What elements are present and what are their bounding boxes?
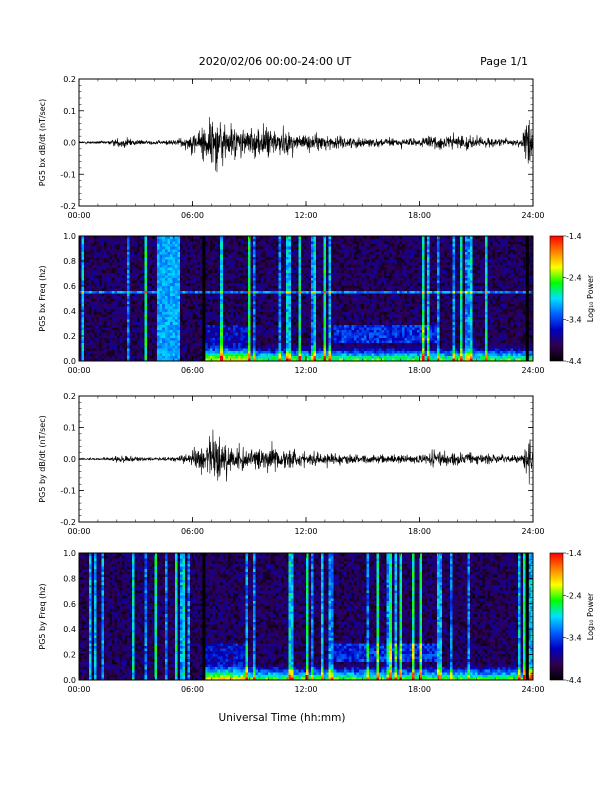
panels-group: 0.20.10.0-0.1-0.200:00 06:00 12:00 18:00 24:… bbox=[38, 75, 595, 694]
x-tick-label: 00:00 bbox=[67, 211, 90, 220]
x-tick-label: 12:00 bbox=[294, 366, 317, 375]
x-tick-label: 00:00 bbox=[67, 527, 90, 536]
x-tick-label: 06:00 bbox=[181, 211, 204, 220]
x-tick-label: 24:00 bbox=[521, 685, 544, 694]
colorbar: -1.4 -2.4 -3.4 -4.4 Log₁₀ Power bbox=[549, 549, 595, 685]
x-tick-label: 00:00 bbox=[67, 685, 90, 694]
colorbar-tick-label: -3.4 bbox=[566, 634, 582, 643]
figure-title: 2020/02/06 00:00-24:00 UT bbox=[199, 55, 352, 68]
y-tick-label: 0.1 bbox=[63, 424, 76, 433]
page-indicator: Page 1/1 bbox=[480, 55, 528, 68]
series-line bbox=[79, 429, 533, 485]
y-tick-label: -0.2 bbox=[60, 202, 76, 211]
panel-4: -1.4 -2.4 -3.4 -4.4 Log₁₀ Power 1.0 0.8 0.6 0.4 0… bbox=[38, 549, 595, 694]
y-tick-label: 0.6 bbox=[63, 600, 76, 609]
y-tick-label: 0.0 bbox=[63, 676, 76, 685]
x-tick-label: 24:00 bbox=[521, 527, 544, 536]
y-tick-label: 0.0 bbox=[63, 455, 76, 464]
x-tick-label: 12:00 bbox=[294, 211, 317, 220]
colorbar-tick-label: -2.4 bbox=[566, 274, 582, 283]
spectrogram-cells bbox=[79, 236, 534, 362]
panel-2: -1.4 -2.4 -3.4 -4.4 Log₁₀ Power 1.0 0.8 0.6 0.4 0… bbox=[38, 232, 595, 375]
y-tick-label: 1.0 bbox=[63, 232, 76, 241]
x-tick-label: 06:00 bbox=[181, 685, 204, 694]
colorbar-label: Log₁₀ Power bbox=[586, 592, 595, 640]
x-tick-label: 06:00 bbox=[181, 366, 204, 375]
y-tick-label: 0.8 bbox=[63, 257, 76, 266]
spectrogram-cells bbox=[79, 553, 534, 681]
y-tick-label: 0.0 bbox=[63, 357, 76, 366]
x-tick-label: 00:00 bbox=[67, 366, 90, 375]
x-tick-label: 06:00 bbox=[181, 527, 204, 536]
colorbar-tick-label: -1.4 bbox=[566, 232, 582, 241]
colorbar-tick-label: -3.4 bbox=[566, 315, 582, 324]
x-tick-label: 12:00 bbox=[294, 527, 317, 536]
y-tick-label: 1.0 bbox=[63, 549, 76, 558]
x-axis-label: Universal Time (hh:mm) bbox=[219, 712, 346, 724]
y-tick-label: 0.2 bbox=[63, 332, 76, 341]
y-tick-label: -0.2 bbox=[60, 518, 76, 527]
panel-1: 0.2 0.1 0.0 -0.1 -0.200:00 06:00 12:00 18:00 24:… bbox=[38, 75, 545, 220]
y-tick-label: 0.4 bbox=[63, 625, 76, 634]
y-axis-label: PG5 bx dB/dt (nT/sec) bbox=[38, 99, 47, 186]
panel-3: 0.2 0.1 0.0 -0.1 -0.200:00 06:00 12:00 18:00 24:… bbox=[38, 392, 545, 536]
y-tick-label: 0.4 bbox=[63, 307, 76, 316]
y-tick-label: 0.1 bbox=[63, 107, 76, 116]
colorbar-tick-label: -4.4 bbox=[566, 357, 582, 366]
y-tick-label: 0.8 bbox=[63, 574, 76, 583]
y-tick-label: 0.2 bbox=[63, 651, 76, 660]
x-tick-label: 18:00 bbox=[408, 527, 431, 536]
colorbar-label: Log₁₀ Power bbox=[586, 274, 595, 322]
y-axis-label: PG5 bx Freq (hz) bbox=[38, 265, 47, 331]
y-tick-label: 0.2 bbox=[63, 75, 76, 84]
x-tick-label: 12:00 bbox=[294, 685, 317, 694]
y-tick-label: 0.6 bbox=[63, 282, 76, 291]
series-line bbox=[79, 117, 533, 173]
y-tick-label: -0.1 bbox=[60, 170, 76, 179]
y-tick-label: 0.0 bbox=[63, 139, 76, 148]
colorbar: -1.4 -2.4 -3.4 -4.4 Log₁₀ Power bbox=[549, 232, 595, 366]
x-tick-label: 24:00 bbox=[521, 211, 544, 220]
x-tick-label: 18:00 bbox=[408, 685, 431, 694]
x-tick-label: 18:00 bbox=[408, 211, 431, 220]
y-tick-label: -0.1 bbox=[60, 487, 76, 496]
y-axis-label: PG5 by Freq (hz) bbox=[38, 583, 47, 649]
colorbar-tick-label: -2.4 bbox=[566, 591, 582, 600]
colorbar-tick-label: -1.4 bbox=[566, 549, 582, 558]
x-tick-label: 18:00 bbox=[408, 366, 431, 375]
colorbar-tick-label: -4.4 bbox=[566, 676, 582, 685]
y-tick-label: 0.2 bbox=[63, 392, 76, 401]
x-tick-label: 24:00 bbox=[521, 366, 544, 375]
y-axis-label: PG5 by dB/dt (nT/sec) bbox=[38, 415, 47, 502]
